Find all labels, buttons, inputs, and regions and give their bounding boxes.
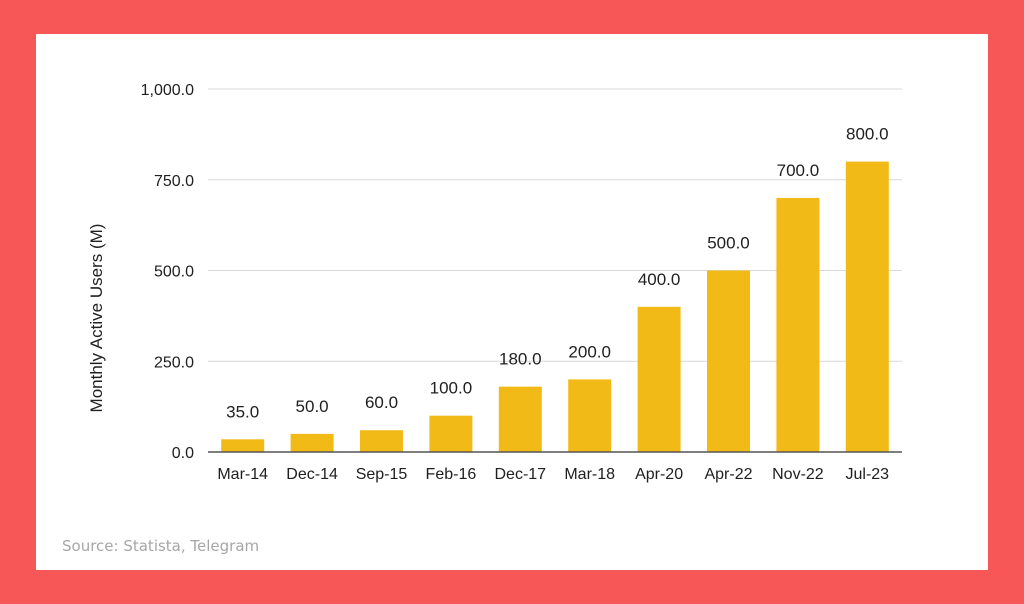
x-tick-label: Nov-22 (772, 466, 824, 483)
bar (568, 379, 612, 452)
bar (221, 439, 265, 452)
data-label: 700.0 (777, 161, 820, 180)
y-tick-label: 500.0 (154, 264, 194, 281)
x-tick-label: Sep-15 (356, 466, 408, 483)
bar (707, 270, 750, 452)
data-label: 800.0 (846, 125, 889, 144)
y-tick-label: 0.0 (172, 445, 194, 462)
bar-chart: 0.0 250.0 500.0 750.0 1,000.0 35.0 50.0 60.0 10… (87, 82, 902, 483)
source-caption: Source: Statista, Telegram (62, 537, 260, 555)
x-tick-label: Apr-20 (635, 466, 683, 483)
data-label: 60.0 (365, 393, 398, 412)
bar (637, 306, 681, 452)
x-tick-label: Dec-17 (495, 466, 547, 483)
x-axis-ticks: Mar-14 Dec-14 Sep-15 Feb-16 Dec-17 Mar-18 Apr-… (217, 466, 889, 483)
x-tick-label: Mar-18 (564, 466, 615, 483)
bar (360, 430, 403, 452)
x-tick-label: Dec-14 (286, 466, 338, 483)
data-labels: 35.0 50.0 60.0 100.0 180.0 200.0 400.0 500.0 700… (226, 125, 888, 422)
bar (498, 386, 542, 452)
y-tick-label: 250.0 (154, 354, 194, 371)
y-axis-label: Monthly Active Users (M) (87, 224, 106, 413)
data-label: 400.0 (638, 270, 681, 289)
y-tick-label: 750.0 (154, 173, 194, 190)
data-label: 35.0 (226, 402, 259, 421)
x-tick-label: Jul-23 (846, 466, 890, 483)
bar (845, 161, 889, 452)
data-label: 500.0 (707, 234, 750, 253)
x-tick-label: Apr-22 (704, 466, 752, 483)
data-label: 50.0 (296, 397, 329, 416)
chart-card: 0.0 250.0 500.0 750.0 1,000.0 35.0 50.0 60.0 10… (36, 34, 988, 570)
y-axis-ticks: 0.0 250.0 500.0 750.0 1,000.0 (141, 82, 194, 462)
x-tick-label: Mar-14 (217, 466, 268, 483)
bar (776, 197, 820, 452)
data-label: 180.0 (499, 350, 542, 369)
bar (290, 433, 334, 452)
y-tick-label: 1,000.0 (141, 82, 194, 99)
x-tick-label: Feb-16 (426, 466, 477, 483)
bar (429, 415, 473, 452)
bars (221, 161, 889, 452)
data-label: 100.0 (430, 379, 473, 398)
data-label: 200.0 (568, 342, 611, 361)
